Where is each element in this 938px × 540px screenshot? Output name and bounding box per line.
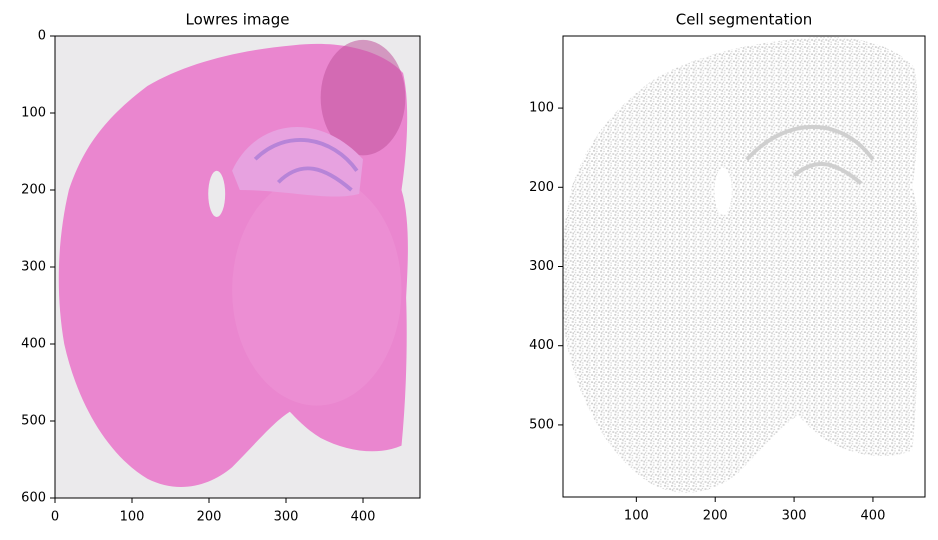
y-tick-label: 500 [529,417,554,432]
x-tick-label: 300 [274,510,299,525]
x-tick-label: 200 [197,510,222,525]
image-layer [58,39,408,487]
thalamus [232,174,402,406]
y-tick-label: 400 [529,338,554,353]
x-tick-label: 400 [861,509,886,524]
x-tick-label: 0 [51,510,59,525]
image [58,39,408,487]
y-tick-label: 200 [21,183,46,198]
y-tick-label: 300 [21,260,46,275]
y-tick-label: 400 [21,337,46,352]
x-tick-label: 200 [703,509,728,524]
ventricle [714,167,732,216]
image [563,36,919,493]
y-tick-label: 200 [529,180,554,195]
y-tick-label: 500 [21,414,46,429]
hippocampus-line [276,166,353,192]
hippocampus-line [745,125,875,161]
hippocampus-line [253,137,359,172]
hippocampus [232,126,364,197]
y-tick-label: 300 [529,259,554,274]
ventricle [208,170,226,217]
x-tick-label: 400 [351,510,376,525]
y-tick-label: 100 [529,101,554,116]
cortex-dark [320,39,406,156]
x-tick-label: 300 [782,509,807,524]
panel-title: Lowres image [186,11,290,29]
y-tick-label: 100 [21,106,46,121]
hippocampus-line [792,161,863,185]
image-layer [563,36,919,493]
panel-title: Cell segmentation [676,11,813,29]
x-tick-label: 100 [120,510,145,525]
y-tick-label: 600 [21,491,46,506]
y-tick-label: 0 [38,29,46,44]
x-tick-label: 100 [624,509,649,524]
